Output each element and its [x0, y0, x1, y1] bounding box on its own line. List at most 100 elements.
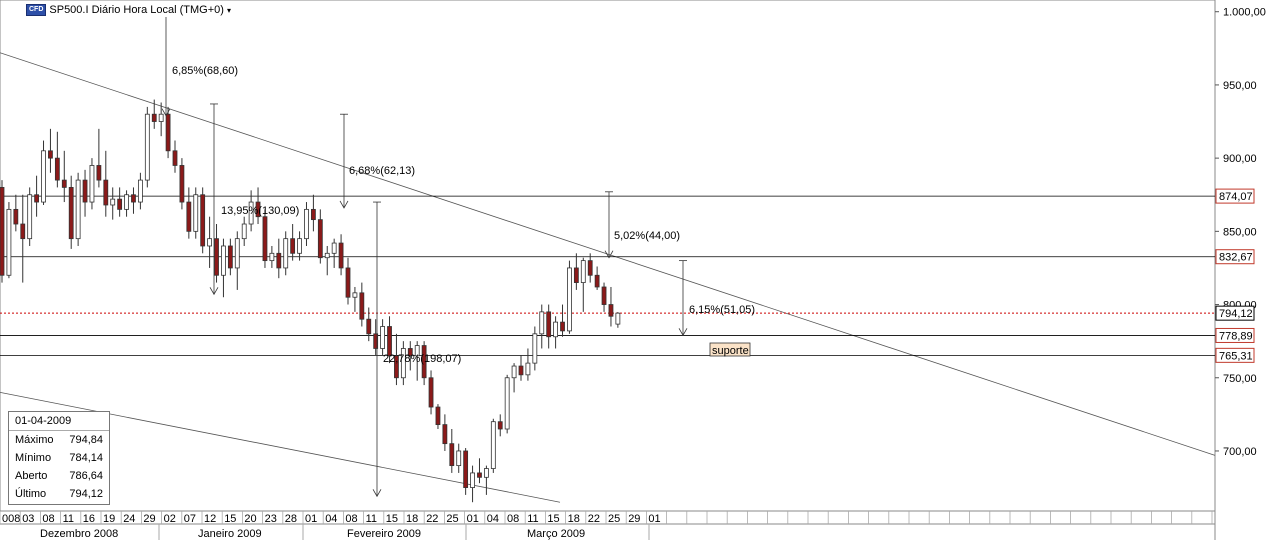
candle[interactable] [546, 311, 552, 338]
candle[interactable] [131, 194, 136, 203]
candle[interactable] [207, 238, 213, 247]
candle[interactable] [470, 472, 475, 488]
trendline[interactable] [0, 52, 1216, 456]
candle[interactable] [103, 179, 109, 206]
candle[interactable] [304, 208, 309, 240]
candle[interactable] [345, 267, 351, 298]
candle[interactable] [34, 194, 39, 203]
candle[interactable] [573, 267, 579, 283]
candle[interactable] [587, 260, 593, 276]
candle[interactable] [13, 208, 19, 225]
candle[interactable] [6, 208, 12, 276]
candle[interactable] [75, 179, 81, 240]
candle[interactable] [601, 286, 607, 305]
candle[interactable] [490, 421, 496, 469]
candle[interactable] [553, 321, 558, 338]
candle[interactable] [463, 450, 469, 488]
candle[interactable] [428, 377, 434, 408]
candle[interactable] [214, 238, 219, 276]
candle[interactable] [117, 198, 123, 210]
candle[interactable] [310, 208, 316, 221]
annotations[interactable]: 6,85%(68,60) 6,68%(62,13) 13,95%(130,09) 22… [172, 65, 755, 365]
candle[interactable] [186, 201, 192, 232]
candle[interactable] [89, 165, 95, 203]
candle[interactable] [442, 424, 448, 445]
candle[interactable] [594, 274, 600, 288]
candle[interactable] [0, 187, 5, 276]
candle[interactable] [456, 450, 462, 467]
candle[interactable] [41, 150, 46, 203]
candle[interactable] [158, 113, 164, 122]
candle[interactable] [124, 194, 129, 210]
candle[interactable] [165, 113, 171, 152]
candle[interactable] [338, 242, 344, 269]
candle[interactable] [96, 165, 102, 181]
candle[interactable] [179, 165, 185, 203]
candle[interactable] [366, 318, 372, 335]
candle[interactable] [276, 252, 282, 269]
trendlines[interactable] [0, 52, 1216, 503]
candle[interactable] [608, 304, 614, 317]
candle[interactable] [560, 321, 565, 332]
support-label-box[interactable] [709, 342, 751, 357]
chart-title-bar[interactable]: CFD SP500.I Diário Hora Local (TMG+0) ▾ [26, 3, 231, 17]
candle[interactable] [262, 216, 268, 262]
candle[interactable] [511, 365, 517, 379]
measure-arrows[interactable] [161, 3, 688, 498]
candle[interactable] [580, 260, 586, 283]
candle[interactable] [394, 355, 399, 379]
candle[interactable] [269, 252, 275, 262]
candle[interactable] [331, 242, 337, 254]
candle[interactable] [504, 377, 510, 430]
candle[interactable] [248, 201, 254, 225]
candle[interactable] [151, 113, 157, 122]
candle[interactable] [227, 245, 233, 269]
candle[interactable] [359, 292, 365, 320]
candle[interactable] [483, 468, 489, 478]
candle[interactable] [435, 406, 441, 426]
candle[interactable] [407, 348, 413, 357]
candle[interactable] [20, 223, 26, 240]
caret-down-icon[interactable]: ▾ [226, 5, 231, 15]
candle[interactable] [27, 194, 33, 240]
candle[interactable] [380, 326, 386, 349]
candle[interactable] [525, 362, 531, 376]
candle[interactable] [539, 311, 545, 335]
candle[interactable] [518, 365, 524, 376]
candles[interactable] [0, 99, 621, 503]
candle[interactable] [193, 194, 199, 232]
candle[interactable] [352, 292, 358, 298]
candle[interactable] [317, 219, 323, 259]
candle[interactable] [234, 238, 240, 269]
candle[interactable] [54, 157, 60, 181]
candle[interactable] [61, 179, 67, 188]
candle[interactable] [110, 198, 116, 206]
candle[interactable] [290, 238, 296, 254]
horizontal-levels[interactable] [0, 195, 1215, 356]
candle[interactable] [172, 150, 178, 166]
candle[interactable] [532, 333, 538, 364]
candle[interactable] [449, 443, 455, 467]
candle[interactable] [68, 187, 74, 240]
candle[interactable] [387, 326, 392, 357]
candle[interactable] [400, 348, 406, 379]
candle[interactable] [241, 223, 247, 240]
candle[interactable] [324, 252, 330, 259]
candle[interactable] [48, 150, 53, 159]
candle[interactable] [421, 345, 427, 379]
candle[interactable] [414, 345, 420, 357]
candle[interactable] [283, 238, 289, 269]
candle[interactable] [82, 179, 88, 203]
candle[interactable] [615, 312, 621, 325]
candle[interactable] [137, 179, 143, 203]
candle[interactable] [373, 333, 379, 349]
candle[interactable] [567, 267, 572, 332]
candle[interactable] [144, 113, 150, 181]
candle[interactable] [255, 201, 261, 218]
candle[interactable] [200, 194, 206, 247]
candle[interactable] [221, 245, 226, 276]
candle[interactable] [477, 472, 482, 478]
candle[interactable] [297, 238, 302, 254]
candle[interactable] [497, 421, 503, 430]
